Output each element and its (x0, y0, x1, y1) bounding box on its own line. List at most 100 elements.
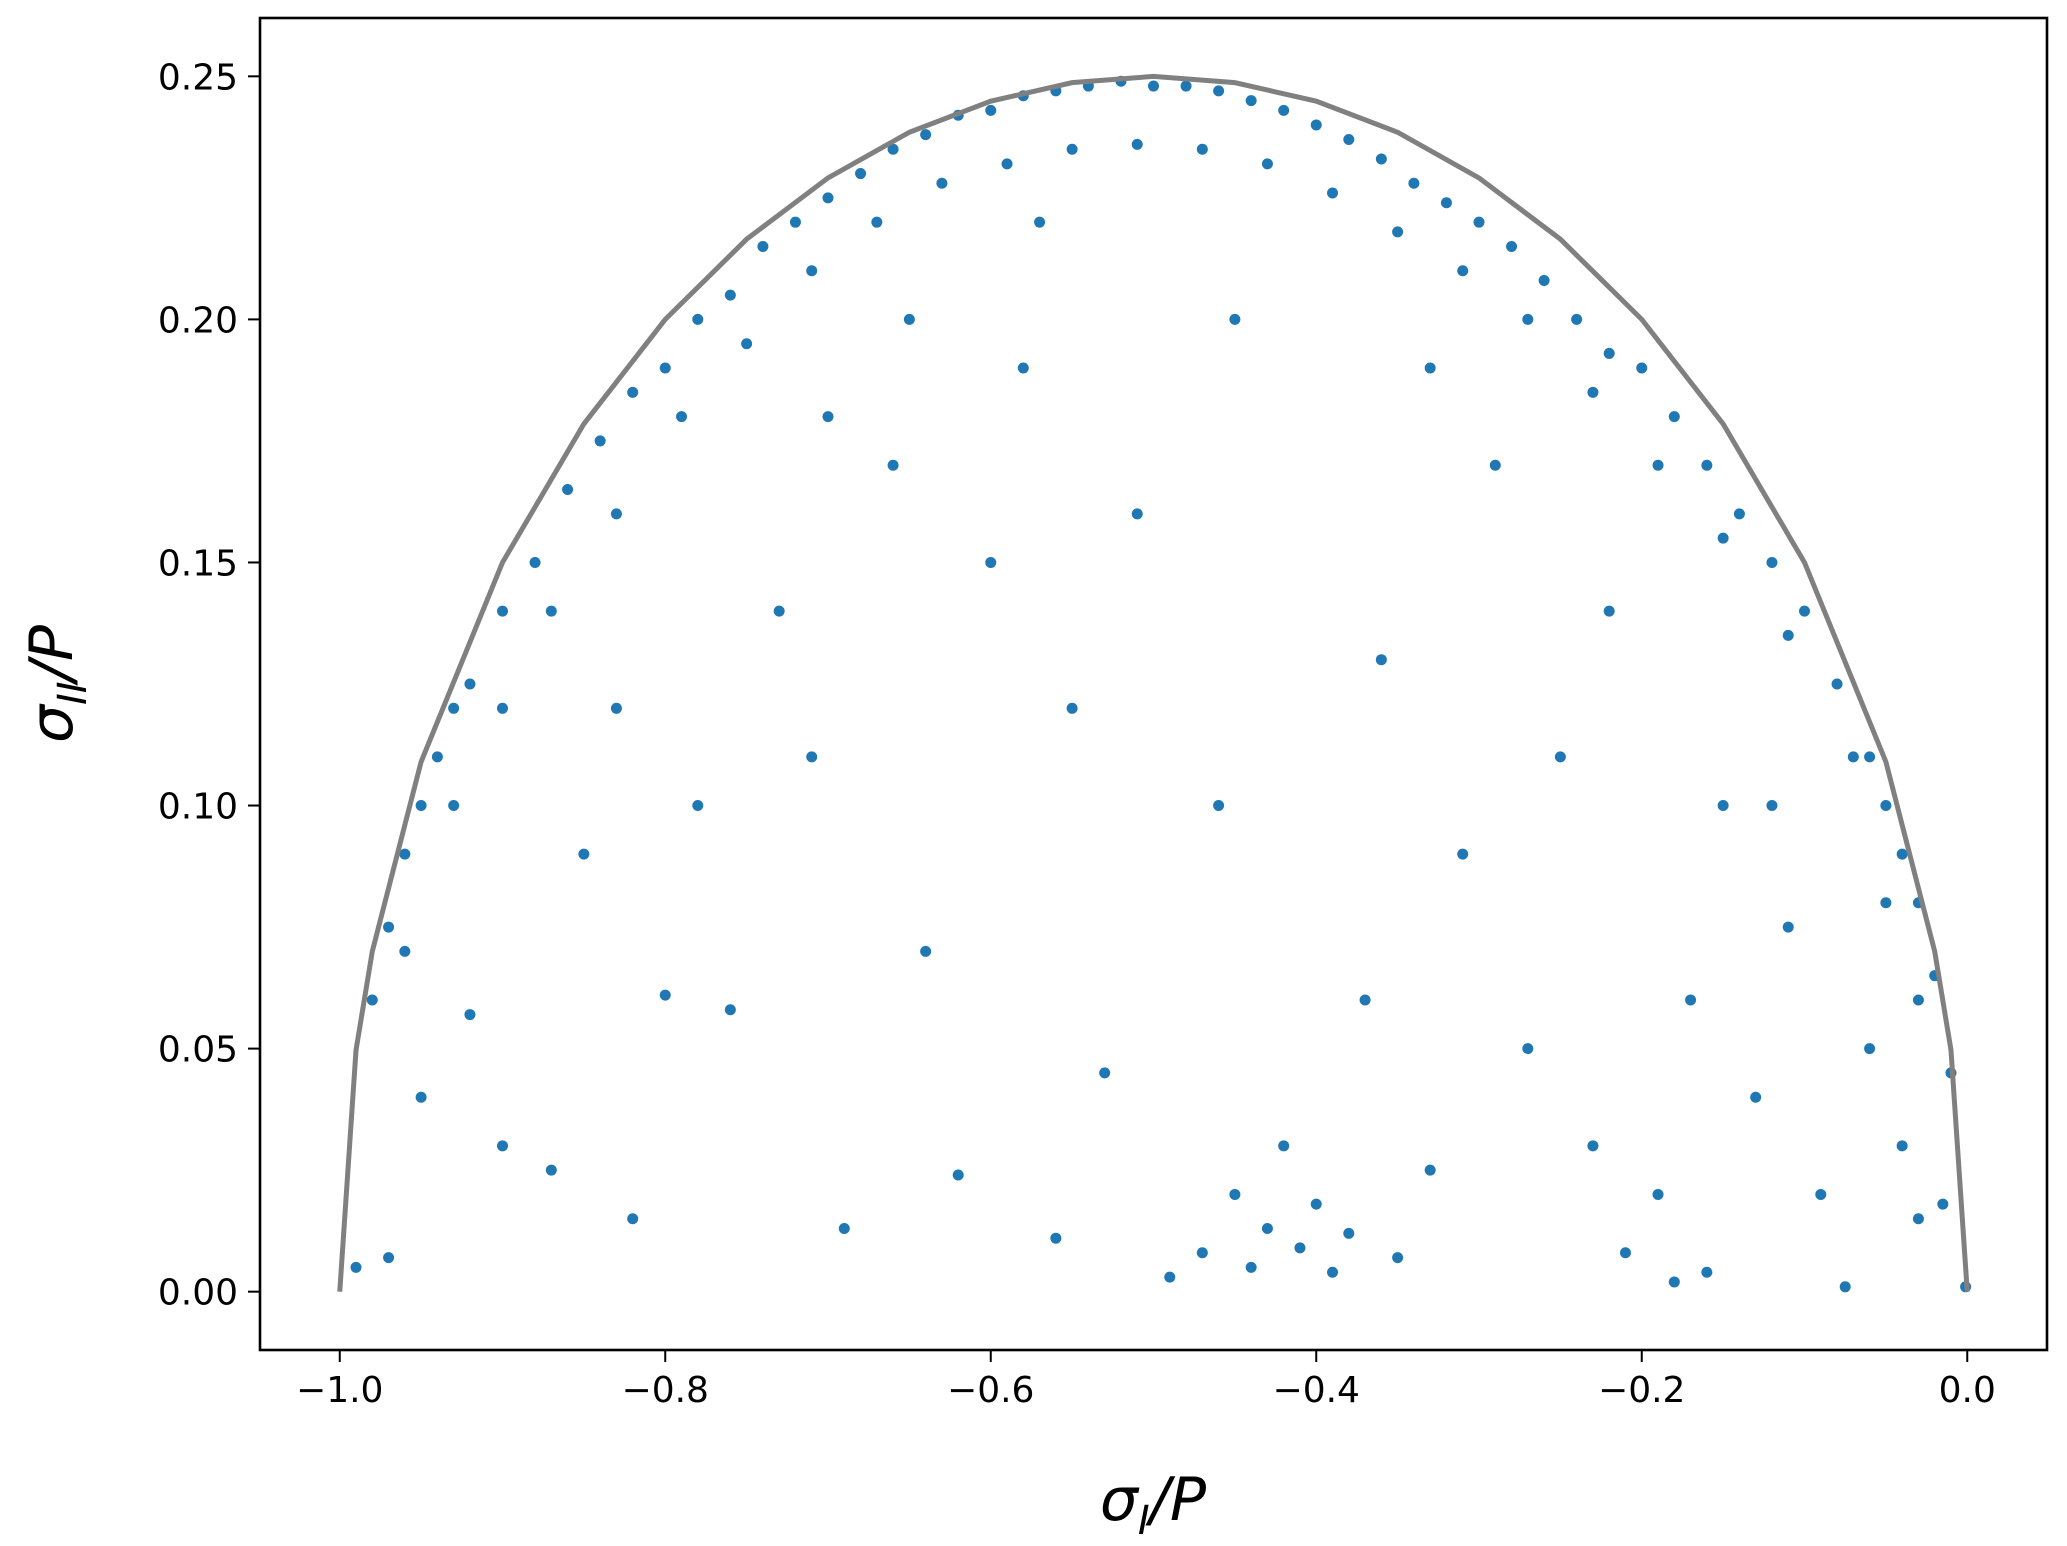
x-tick-label: −0.6 (947, 1370, 1034, 1411)
scatter-point (773, 605, 785, 617)
scatter-point (448, 800, 460, 812)
scatter-point (496, 702, 508, 714)
y-axis-label: σII/P (17, 624, 96, 743)
scatter-point (1652, 1188, 1664, 1200)
scatter-point (1685, 994, 1697, 1006)
scatter-point (1766, 800, 1778, 812)
x-label-rest: /P (1145, 1465, 1207, 1535)
scatter-point (1587, 1140, 1599, 1152)
scatter-point (1587, 386, 1599, 398)
scatter-point (1522, 1043, 1534, 1055)
scatter-point (1131, 138, 1143, 150)
scatter-point (1799, 605, 1811, 617)
scatter-point (1457, 848, 1469, 860)
scatter-point (1880, 897, 1892, 909)
scatter-point (1839, 1281, 1851, 1293)
scatter-point (1278, 104, 1290, 116)
scatter-point (496, 1140, 508, 1152)
scatter-point (838, 1222, 850, 1234)
scatter-point (1213, 85, 1225, 97)
scatter-point (659, 362, 671, 374)
scatter-point (1782, 921, 1794, 933)
scatter-point (1937, 1198, 1949, 1210)
scatter-point (659, 989, 671, 1001)
scatter-point (887, 143, 899, 155)
scatter-point (1261, 1222, 1273, 1234)
scatter-point (1099, 1067, 1111, 1079)
scatter-point (1717, 532, 1729, 544)
scatter-point (1034, 216, 1046, 228)
scatter-point (920, 945, 932, 957)
scatter-point (1750, 1091, 1762, 1103)
scatter-point (822, 411, 834, 423)
scatter-point (1912, 994, 1924, 1006)
scatter-point (1196, 1247, 1208, 1259)
scatter-point (1310, 1198, 1322, 1210)
scatter-point (1180, 80, 1192, 92)
scatter-point (383, 921, 395, 933)
y-tick-label: 0.05 (158, 1030, 238, 1071)
scatter-point (1652, 459, 1664, 471)
scatter-point (1229, 1188, 1241, 1200)
scatter-point (1131, 508, 1143, 520)
x-axis-label: σI/P (1100, 1465, 1207, 1544)
x-tick-label: −0.2 (1598, 1370, 1685, 1411)
scatter-point (822, 192, 834, 204)
scatter-point (366, 994, 378, 1006)
scatter-point (1847, 751, 1859, 763)
scatter-point (1668, 1276, 1680, 1288)
scatter-point (415, 800, 427, 812)
scatter-point (1717, 800, 1729, 812)
scatter-point (1327, 1266, 1339, 1278)
scatter-point (1066, 702, 1078, 714)
scatter-point (1701, 1266, 1713, 1278)
x-label-subscript: I (1138, 1498, 1150, 1544)
scatter-point (789, 216, 801, 228)
scatter-point (1489, 459, 1501, 471)
boundary-curve (337, 73, 1970, 1292)
scatter-point (415, 1091, 427, 1103)
scatter-point (871, 216, 883, 228)
scatter-point (806, 751, 818, 763)
scatter-point (1245, 95, 1257, 107)
x-tick-label: 0.0 (1939, 1370, 1996, 1411)
scatter-point (383, 1252, 395, 1264)
scatter-point (1473, 216, 1485, 228)
scatter-point (1310, 119, 1322, 131)
scatter-point (1864, 1043, 1876, 1055)
scatter-point (1050, 1232, 1062, 1244)
scatter-point (529, 556, 541, 568)
scatter-point (1457, 265, 1469, 277)
scatter-point (1408, 177, 1420, 189)
scatter-point (1440, 197, 1452, 209)
scatter-point (562, 484, 574, 496)
scatter-point (1864, 751, 1876, 763)
scatter-point (1017, 362, 1029, 374)
scatter-point (1766, 556, 1778, 568)
scatter-point (1066, 143, 1078, 155)
scatter-point (496, 605, 508, 617)
scatter-point (1245, 1261, 1257, 1273)
scatter-point (920, 129, 932, 141)
y-label-symbol: σ (17, 703, 87, 743)
scatter-point (1261, 158, 1273, 170)
scatter-point (399, 945, 411, 957)
scatter-point (1896, 848, 1908, 860)
y-label-rest: /P (17, 624, 87, 686)
scatter-point (1424, 1164, 1436, 1176)
scatter-point (1392, 1252, 1404, 1264)
scatter-point (1636, 362, 1648, 374)
scatter-point (1343, 134, 1355, 146)
scatter-point (1506, 240, 1518, 252)
scatter-point (578, 848, 590, 860)
scatter-point (1229, 313, 1241, 325)
plot-area (337, 73, 1972, 1293)
scatter-point (627, 1213, 639, 1225)
x-tick-label: −1.0 (296, 1370, 383, 1411)
scatter-point (1880, 800, 1892, 812)
scatter-point (1196, 143, 1208, 155)
scatter-point (1701, 459, 1713, 471)
scatter-point (806, 265, 818, 277)
x-tick-label: −0.4 (1273, 1370, 1360, 1411)
